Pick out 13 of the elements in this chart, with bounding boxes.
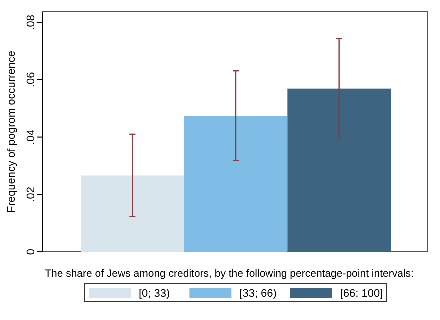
bar xyxy=(288,88,391,252)
legend-label: [33; 66) xyxy=(240,288,277,300)
bar xyxy=(81,176,184,252)
y-tick-label: .04 xyxy=(25,130,38,145)
y-tick-label: 0 xyxy=(25,248,38,256)
y-tick-label: .06 xyxy=(25,72,38,88)
y-tick-label: .08 xyxy=(25,14,38,30)
x-axis-title: The share of Jews among creditors, by the following percentage-point intervals: xyxy=(45,268,414,280)
y-tick-label: .02 xyxy=(25,187,38,202)
legend-label: [66; 100] xyxy=(340,288,384,300)
bar xyxy=(184,116,288,252)
y-axis-title: Frequency of pogrom occurrence xyxy=(6,50,18,214)
legend-label: [0; 33) xyxy=(139,288,170,300)
